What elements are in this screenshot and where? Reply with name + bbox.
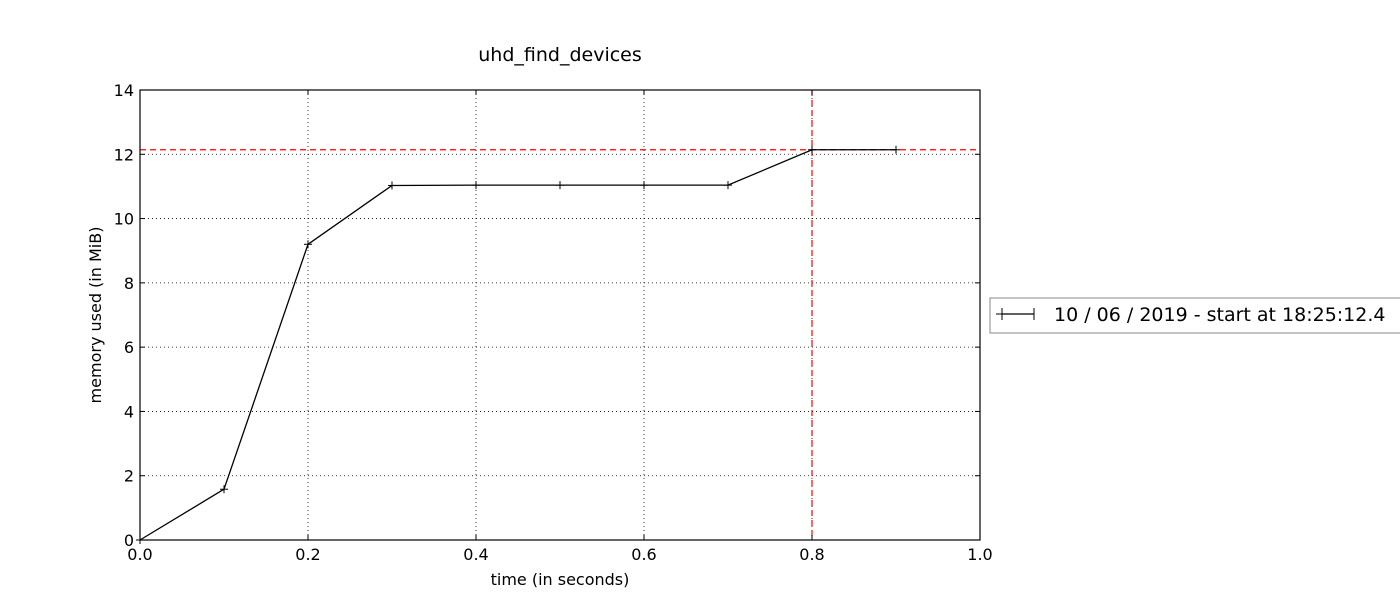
y-tick-label: 12 (114, 145, 134, 164)
y-tick-label: 14 (114, 81, 134, 100)
y-tick-label: 2 (124, 467, 134, 486)
data-point-marker (304, 240, 312, 249)
data-point-marker (808, 145, 816, 154)
series-line (139, 149, 896, 541)
data-point-marker (640, 181, 648, 190)
chart-title: uhd_find_devices (478, 44, 642, 66)
y-tick-label: 8 (124, 274, 134, 293)
data-point-marker (472, 181, 480, 190)
data-point-marker (220, 485, 228, 494)
y-tick-label: 0 (124, 531, 134, 550)
x-tick-label: 0.2 (295, 545, 320, 564)
data-point-marker (724, 181, 732, 190)
x-tick-label: 0.4 (463, 545, 488, 564)
legend-label: 10 / 06 / 2019 - start at 18:25:12.4 (1054, 304, 1386, 326)
x-tick-label: 0.6 (631, 545, 656, 564)
y-tick-label: 6 (124, 338, 134, 357)
legend-box (989, 297, 1400, 334)
x-tick-label: 0.8 (799, 545, 824, 564)
data-point-marker (892, 145, 900, 154)
x-axis-label: time (in seconds) (491, 570, 630, 589)
y-tick-label: 10 (114, 210, 134, 229)
data-point-marker (556, 181, 564, 190)
axis-ticks: 0.0 0.2 0.4 0.6 0.8 1.0 0 2 4 6 8 10 12 14 (114, 81, 993, 564)
y-axis-label: memory used (in MiB) (86, 227, 105, 404)
plot-area-frame (139, 89, 981, 541)
data-point-marker (388, 181, 396, 190)
x-tick-label: 0.0 (127, 545, 152, 564)
legend: 10 / 06 / 2019 - start at 18:25:12.4 (989, 297, 1400, 334)
y-tick-label: 4 (124, 402, 134, 421)
x-tick-label: 1.0 (967, 545, 992, 564)
